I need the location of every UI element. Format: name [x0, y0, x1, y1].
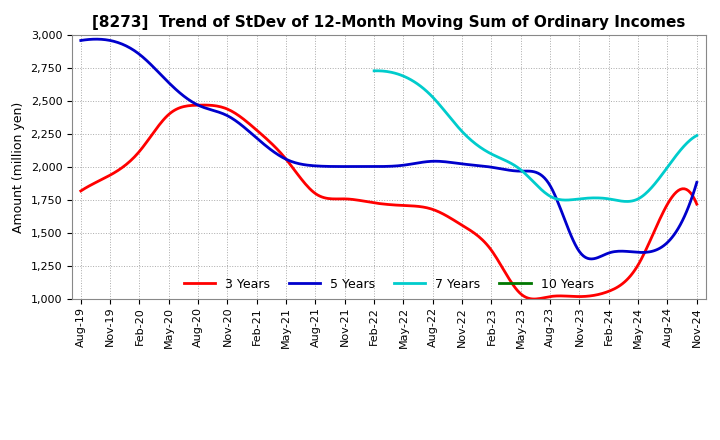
7 Years: [372, 68, 381, 73]
3 Years: [600, 290, 608, 296]
3 Years: [456, 221, 464, 227]
5 Years: [693, 180, 701, 185]
5 Years: [78, 37, 87, 43]
5 Years: [445, 160, 454, 165]
3 Years: [530, 297, 539, 302]
7 Years: [644, 188, 652, 194]
7 Years: [563, 198, 572, 203]
3 Years: [693, 202, 701, 207]
3 Years: [76, 188, 85, 194]
Line: 5 Years: 5 Years: [81, 39, 697, 259]
7 Years: [370, 68, 379, 73]
5 Years: [588, 256, 596, 261]
5 Years: [600, 252, 608, 257]
3 Years: [78, 187, 87, 192]
3 Years: [444, 214, 452, 219]
7 Years: [693, 133, 701, 138]
5 Years: [456, 161, 464, 166]
Title: [8273]  Trend of StDev of 12-Month Moving Sum of Ordinary Incomes: [8273] Trend of StDev of 12-Month Moving…: [92, 15, 685, 30]
7 Years: [622, 199, 631, 204]
5 Years: [639, 250, 647, 255]
7 Years: [568, 197, 577, 202]
5 Years: [91, 37, 99, 42]
Y-axis label: Amount (million yen): Amount (million yen): [12, 102, 25, 233]
3 Years: [445, 215, 454, 220]
3 Years: [200, 103, 209, 108]
5 Years: [76, 38, 85, 43]
7 Years: [371, 68, 379, 73]
Line: 7 Years: 7 Years: [374, 71, 697, 202]
Legend: 3 Years, 5 Years, 7 Years, 10 Years: 3 Years, 5 Years, 7 Years, 10 Years: [179, 273, 598, 296]
7 Years: [562, 198, 570, 203]
Line: 3 Years: 3 Years: [81, 105, 697, 299]
7 Years: [665, 163, 673, 168]
5 Years: [444, 159, 452, 165]
3 Years: [639, 253, 647, 258]
